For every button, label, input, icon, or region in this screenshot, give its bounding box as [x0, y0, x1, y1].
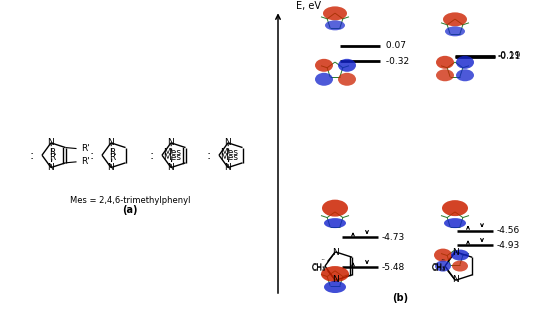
Text: Mes: Mes [163, 148, 181, 157]
Text: N: N [332, 275, 339, 284]
Text: N: N [452, 275, 459, 284]
Text: ··: ·· [320, 257, 326, 266]
Text: -0.21: -0.21 [498, 52, 521, 61]
Text: :: : [207, 149, 211, 162]
Text: :: : [150, 149, 154, 162]
Text: CH₃: CH₃ [311, 264, 326, 273]
Text: N: N [168, 138, 174, 147]
Text: CH₃: CH₃ [432, 264, 446, 273]
Ellipse shape [315, 73, 333, 86]
Ellipse shape [451, 250, 469, 260]
Text: (a): (a) [122, 205, 138, 215]
Text: N: N [108, 163, 114, 172]
Ellipse shape [315, 59, 333, 72]
Text: Mes: Mes [220, 153, 238, 162]
Ellipse shape [321, 266, 349, 282]
Text: (b): (b) [392, 293, 408, 303]
Text: :: : [90, 149, 94, 162]
Text: -4.73: -4.73 [382, 233, 405, 242]
Text: R': R' [81, 157, 90, 166]
Ellipse shape [436, 56, 454, 69]
Text: -5.48: -5.48 [382, 263, 405, 272]
Text: E, eV: E, eV [296, 1, 321, 11]
Text: CH₃: CH₃ [432, 264, 446, 273]
Ellipse shape [456, 56, 474, 69]
Ellipse shape [452, 260, 468, 272]
Text: N: N [48, 163, 54, 172]
Text: -4.56: -4.56 [497, 226, 520, 235]
Ellipse shape [322, 200, 348, 217]
Text: -4.93: -4.93 [497, 241, 520, 250]
Text: -0.19: -0.19 [498, 52, 521, 60]
Text: R': R' [81, 144, 90, 153]
Text: N: N [48, 138, 54, 147]
Text: CH₃: CH₃ [311, 264, 326, 273]
Text: Mes = 2,4,6-trimethylphenyl: Mes = 2,4,6-trimethylphenyl [70, 196, 190, 205]
Ellipse shape [338, 73, 356, 86]
Ellipse shape [442, 200, 468, 216]
Text: N: N [168, 163, 174, 172]
Text: Mes: Mes [220, 148, 238, 157]
Ellipse shape [434, 249, 452, 262]
Text: N: N [224, 163, 232, 172]
Ellipse shape [435, 260, 451, 272]
Text: N: N [224, 138, 232, 147]
Ellipse shape [443, 12, 467, 26]
Text: Mes: Mes [163, 153, 181, 162]
Text: R: R [49, 153, 55, 162]
Ellipse shape [325, 20, 345, 30]
Text: N: N [452, 248, 459, 257]
Ellipse shape [338, 59, 356, 72]
Text: N: N [332, 248, 339, 257]
Ellipse shape [324, 281, 346, 293]
Ellipse shape [445, 26, 465, 36]
Ellipse shape [323, 6, 347, 20]
Text: -0.32: -0.32 [383, 57, 409, 66]
Text: N: N [108, 138, 114, 147]
Text: R: R [109, 153, 115, 162]
Text: R: R [49, 148, 55, 157]
Text: R: R [109, 148, 115, 157]
Ellipse shape [324, 218, 346, 228]
Ellipse shape [444, 218, 466, 228]
Text: ··: ·· [441, 257, 446, 266]
Text: :: : [30, 149, 34, 162]
Ellipse shape [456, 69, 474, 81]
Ellipse shape [436, 69, 454, 81]
Text: 0.07: 0.07 [383, 41, 406, 50]
